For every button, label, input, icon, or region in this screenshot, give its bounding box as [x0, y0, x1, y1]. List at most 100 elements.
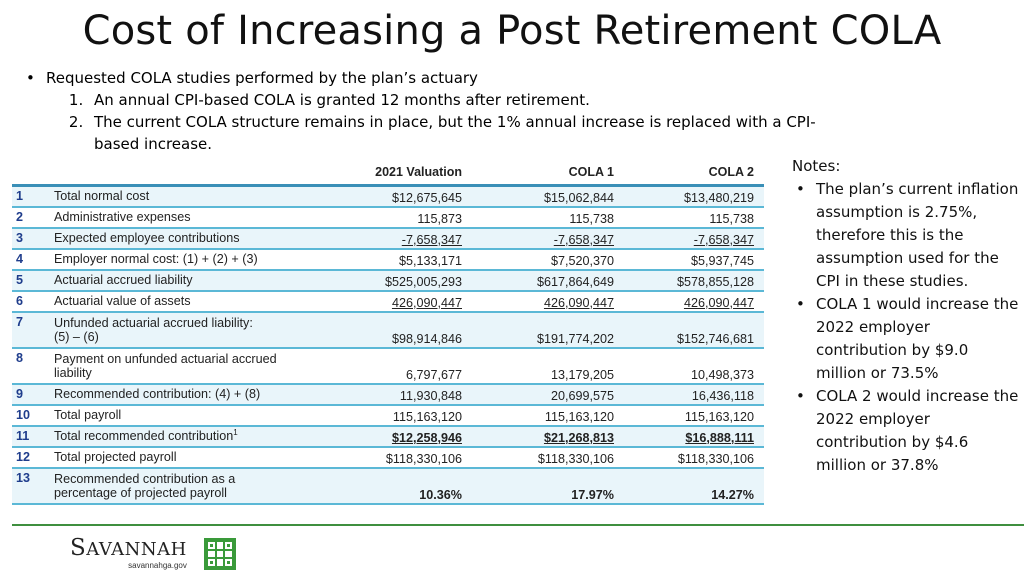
value-cola2: 115,163,120	[684, 409, 754, 424]
row-description: Administrative expenses	[54, 210, 191, 224]
row-number: 6	[16, 293, 24, 308]
note-item: COLA 1 would increase the 2022 employer …	[796, 293, 1022, 385]
row-number: 3	[16, 230, 24, 245]
value-cola1: $21,268,813	[543, 430, 614, 445]
row-number: 11	[16, 428, 30, 443]
table-row: 9 Recommended contribution: (4) + (8) 11…	[12, 383, 764, 405]
notes-panel: Notes: The plan’s current inflation assu…	[792, 155, 1022, 477]
table-row: 4 Employer normal cost: (1) + (2) + (3) …	[12, 249, 764, 270]
note-item: The plan’s current inflation assumption …	[796, 178, 1022, 293]
row-description: Total payroll	[54, 408, 122, 422]
intro-list: An annual CPI-based COLA is granted 12 m…	[22, 89, 842, 155]
intro-item-2: The current COLA structure remains in pl…	[88, 111, 842, 155]
value-cola1: 13,179,205	[550, 367, 614, 382]
note-item: COLA 2 would increase the 2022 employer …	[796, 385, 1022, 477]
row-description: Recommended contribution: (4) + (8)	[54, 387, 261, 401]
value-2021: $12,675,645	[391, 190, 462, 205]
row-description: Recommended contribution as a percentage …	[54, 471, 236, 500]
table-row: 12 Total projected payroll $118,330,106 …	[12, 447, 764, 468]
intro-bullet: Requested COLA studies performed by the …	[22, 67, 842, 89]
savannah-logo: SAVANNAH savannahga.gov	[70, 535, 236, 570]
table-row: 13 Recommended contribution as a percenta…	[12, 467, 764, 504]
row-number: 1	[16, 189, 24, 203]
value-cola2: -7,658,347	[693, 232, 754, 247]
header-cola-2: COLA 2	[708, 165, 754, 179]
table-row: 1 Total normal cost $12,675,645 $15,062,…	[12, 185, 764, 207]
value-cola2: 10,498,373	[690, 367, 754, 382]
value-2021: -7,658,347	[401, 232, 462, 247]
value-2021: $98,914,846	[391, 331, 462, 346]
cost-table: 2021 Valuation COLA 1 COLA 2 1 Total nor…	[12, 160, 764, 505]
row-number: 12	[16, 449, 31, 464]
notes-heading: Notes:	[792, 157, 841, 175]
table-row: 8 Payment on unfunded actuarial accrued l…	[12, 348, 764, 384]
value-2021: 115,873	[417, 211, 462, 226]
value-2021: $118,330,106	[385, 451, 462, 466]
value-cola1: $617,864,649	[536, 274, 614, 289]
value-cola2: 14.27%	[711, 487, 754, 502]
value-cola2: $152,746,681	[676, 331, 754, 346]
intro-item-1: An annual CPI-based COLA is granted 12 m…	[88, 89, 842, 111]
value-cola2: $16,888,111	[685, 430, 754, 445]
value-2021: 115,163,120	[392, 409, 462, 424]
value-2021: 6,797,677	[405, 367, 462, 382]
row-number: 2	[16, 209, 24, 224]
row-description: Payment on unfunded actuarial accrued lia…	[54, 351, 277, 380]
table-row: 6 Actuarial value of assets 426,090,447 …	[12, 291, 764, 312]
row-number: 5	[16, 272, 24, 287]
row-number: 10	[16, 407, 31, 422]
value-cola1: $118,330,106	[537, 451, 614, 466]
table-row: 2 Administrative expenses 115,873 115,73…	[12, 207, 764, 228]
intro-section: Requested COLA studies performed by the …	[22, 67, 842, 155]
header-2021-valuation: 2021 Valuation	[375, 165, 462, 179]
row-description: Expected employee contributions	[54, 231, 240, 245]
value-cola2: $13,480,219	[683, 190, 754, 205]
notes-list: The plan’s current inflation assumption …	[792, 178, 1022, 477]
value-cola2: $578,855,128	[676, 274, 754, 289]
value-cola2: $5,937,745	[690, 253, 754, 268]
value-2021: 426,090,447	[391, 295, 462, 310]
row-description: Total projected payroll	[54, 450, 177, 464]
table-row: 3 Expected employee contributions -7,658…	[12, 227, 764, 249]
table-row: 5 Actuarial accrued liability $525,005,2…	[12, 269, 764, 291]
slide-title: Cost of Increasing a Post Retirement COL…	[82, 8, 942, 54]
row-description: Total recommended contribution1	[54, 428, 238, 444]
value-cola1: $191,774,202	[536, 331, 614, 346]
value-cola2: 426,090,447	[683, 295, 754, 310]
value-cola2: 16,436,118	[691, 388, 754, 403]
row-description: Employer normal cost: (1) + (2) + (3)	[54, 252, 258, 266]
table-row: 10 Total payroll 115,163,120 115,163,120…	[12, 405, 764, 426]
value-cola1: 115,163,120	[544, 409, 614, 424]
row-description: Total normal cost	[54, 189, 150, 204]
value-cola1: 20,699,575	[550, 388, 614, 403]
value-2021: $525,005,293	[384, 274, 462, 289]
value-cola1: -7,658,347	[553, 232, 614, 247]
value-2021: 10.36%	[419, 487, 462, 502]
logo-url: savannahga.gov	[128, 561, 187, 570]
row-number: 13	[16, 470, 31, 485]
row-description: Unfunded actuarial accrued liability: (5)…	[54, 315, 253, 344]
value-cola1: 115,738	[569, 211, 614, 226]
city-grid-logo-icon	[204, 538, 236, 570]
value-cola1: $15,062,844	[543, 190, 614, 205]
value-cola2: $118,330,106	[677, 451, 754, 466]
table-row: 7 Unfunded actuarial accrued liability:(…	[12, 311, 764, 348]
table-row: 11 Total recommended contribution1 $12,2…	[12, 425, 764, 447]
row-description: Actuarial value of assets	[54, 294, 191, 308]
row-number: 7	[16, 314, 24, 329]
value-cola1: 426,090,447	[543, 295, 614, 310]
row-number: 8	[16, 350, 24, 365]
footer-divider	[12, 524, 1024, 526]
value-2021: $12,258,946	[391, 430, 462, 445]
footnote-marker: 1	[233, 428, 238, 438]
row-number: 9	[16, 386, 24, 401]
value-2021: 11,930,848	[399, 388, 462, 403]
table-header-row: 2021 Valuation COLA 1 COLA 2	[12, 160, 764, 186]
row-number: 4	[16, 251, 24, 266]
value-cola1: 17.97%	[571, 487, 614, 502]
value-2021: $5,133,171	[398, 253, 462, 268]
value-cola2: 115,738	[709, 211, 754, 226]
logo-wordmark: SAVANNAH	[70, 535, 187, 561]
header-cola-1: COLA 1	[568, 165, 614, 179]
value-cola1: $7,520,370	[550, 253, 614, 268]
